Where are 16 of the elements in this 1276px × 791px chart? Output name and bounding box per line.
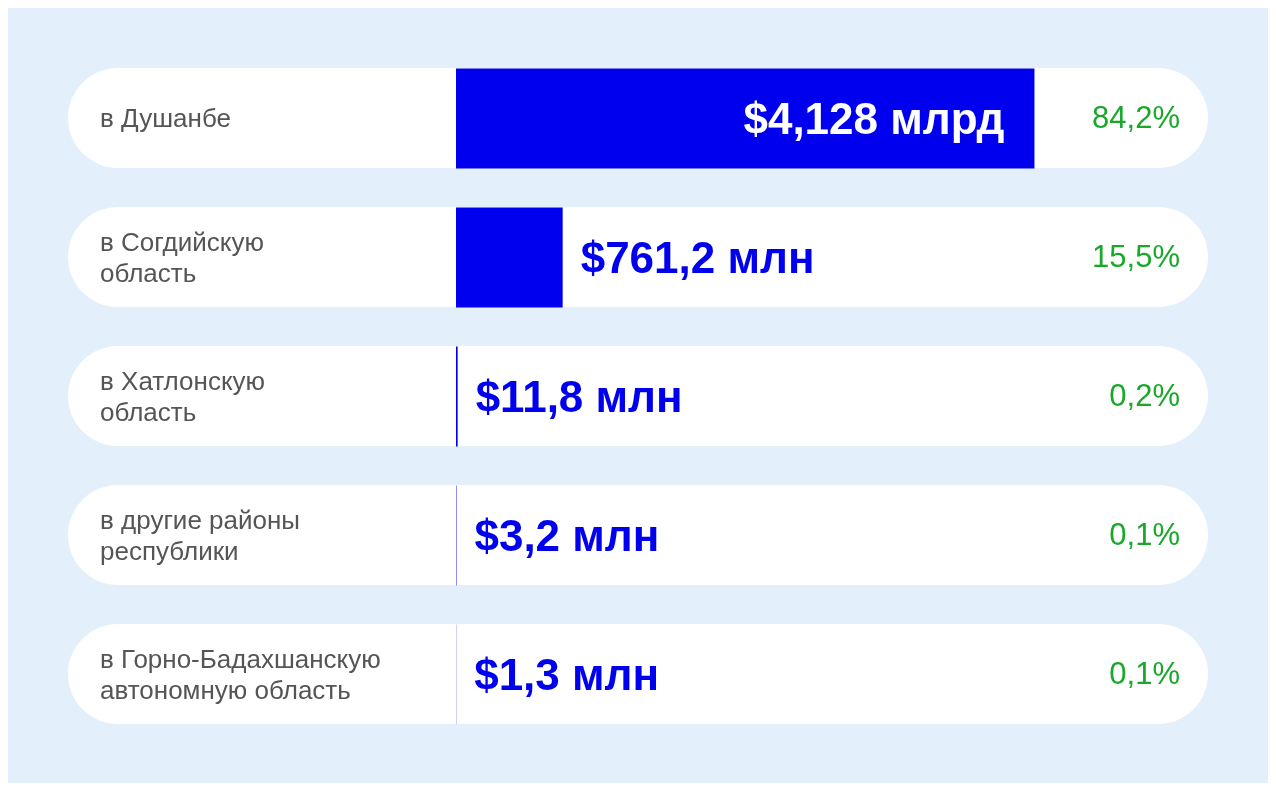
y-tick-label: в Хатлонскую область [100, 365, 266, 427]
bar [456, 207, 563, 308]
y-tick-label: в Горно-Бадахшанскую автономную область [100, 643, 381, 705]
text: 15,5% [1092, 238, 1180, 276]
y-tick-label: в Душанбе [100, 103, 231, 133]
text: 84,2% [1092, 99, 1180, 137]
data-label: $761,2 млн [580, 233, 815, 282]
y-tick-label: в Согдийскую область [100, 226, 264, 288]
text: 0,1% [1109, 516, 1180, 554]
data-label: $4,128 млрд [743, 94, 1005, 143]
data-label: $1,3 млн [474, 650, 660, 699]
data-label: $3,2 млн [474, 511, 660, 560]
text: 0,2% [1109, 377, 1180, 415]
text: 0,1% [1109, 655, 1180, 693]
data-label: $11,8 млн [475, 372, 683, 421]
y-tick-label: в другие районы республики [100, 504, 301, 566]
